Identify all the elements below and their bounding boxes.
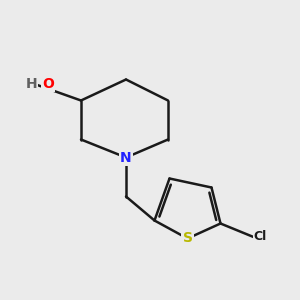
Text: Cl: Cl [254, 230, 267, 244]
Text: H: H [26, 77, 38, 91]
Text: S: S [182, 232, 193, 245]
Text: O: O [42, 77, 54, 91]
Text: N: N [120, 151, 132, 164]
